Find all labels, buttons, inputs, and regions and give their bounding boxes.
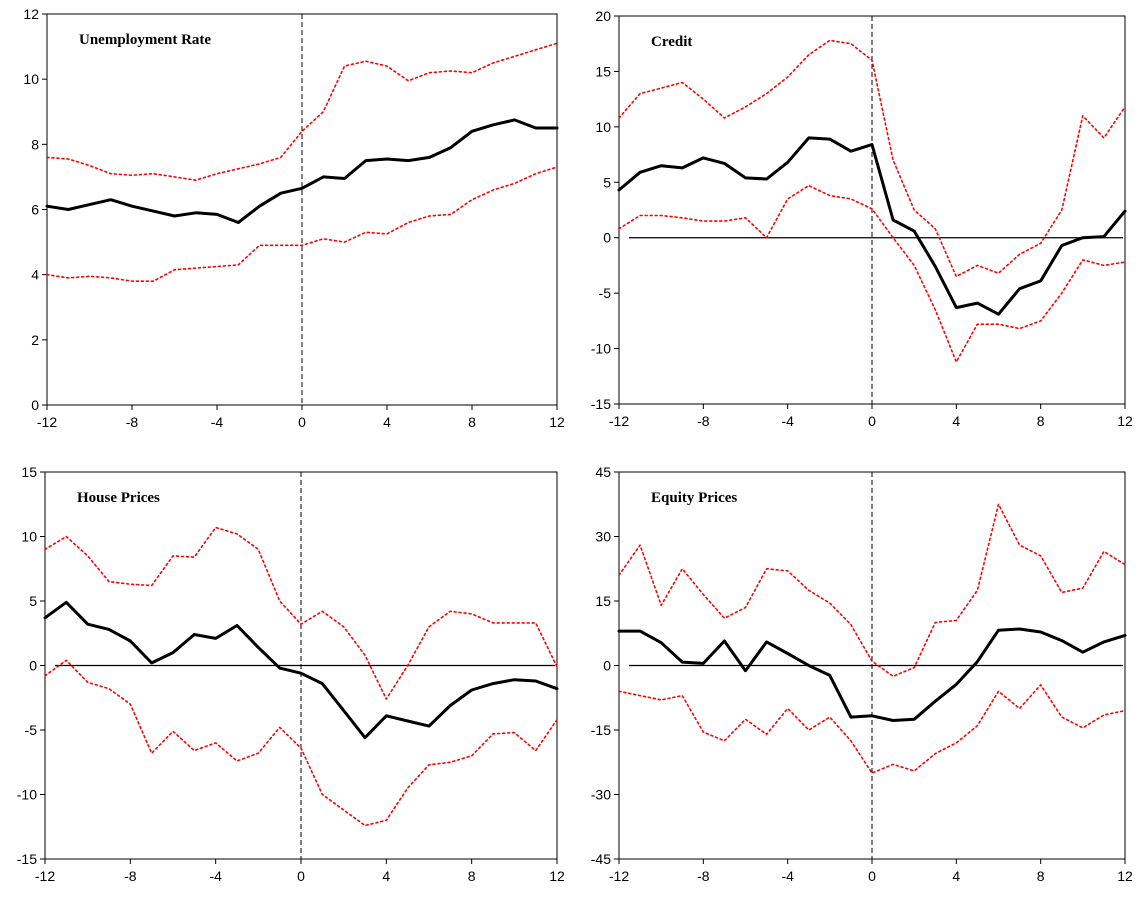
- y-tick-label: -5: [25, 722, 38, 738]
- series-estimate: [617, 136, 1127, 316]
- x-tick-label: -12: [609, 868, 629, 884]
- x-tick-label: 0: [868, 413, 876, 429]
- x-tick-label: -8: [697, 413, 710, 429]
- y-tick-label: 15: [21, 464, 37, 480]
- y-tick-label: 5: [29, 593, 37, 609]
- y-tick-label: 15: [595, 593, 611, 609]
- x-tick-label: 12: [1117, 413, 1133, 429]
- series-lower-band: [46, 166, 558, 283]
- x-tick-label: 4: [952, 413, 960, 429]
- series-estimate: [43, 600, 559, 740]
- series-lower-band: [618, 684, 1126, 774]
- y-tick-label: 4: [31, 267, 39, 283]
- x-tick-label: 4: [382, 868, 390, 884]
- x-tick-label: -8: [126, 414, 139, 430]
- y-tick-label: 10: [23, 71, 39, 87]
- panel-title: Credit: [651, 34, 692, 50]
- y-tick-label: 8: [31, 136, 39, 152]
- series-lower-band: [618, 184, 1126, 363]
- x-tick-label: 12: [549, 414, 565, 430]
- series-upper-band: [618, 39, 1126, 278]
- y-tick-label: -15: [17, 851, 37, 867]
- series-upper-band: [44, 526, 558, 700]
- y-tick-label: 30: [595, 529, 611, 545]
- x-tick-label: -12: [37, 414, 57, 430]
- y-tick-label: -15: [591, 722, 611, 738]
- x-tick-label: 8: [468, 868, 476, 884]
- x-tick-label: 8: [1037, 868, 1045, 884]
- x-tick-label: -12: [609, 413, 629, 429]
- x-tick-label: 12: [549, 868, 565, 884]
- series-lower-band: [44, 659, 558, 827]
- y-tick-label: -15: [591, 396, 611, 412]
- y-tick-label: -45: [591, 851, 611, 867]
- x-tick-label: -4: [781, 868, 794, 884]
- series-upper-band: [618, 503, 1126, 678]
- y-tick-label: 0: [603, 230, 611, 246]
- x-tick-label: 0: [297, 868, 305, 884]
- panel-equity-prices: -45 -30 -15 0 15 30 45 -12 -8 -4 0 4 8 12 Equity Price…: [591, 464, 1133, 884]
- y-tick-label: 45: [595, 464, 611, 480]
- x-tick-label: -4: [211, 414, 224, 430]
- x-tick-label: 0: [868, 868, 876, 884]
- y-tick-label: -10: [17, 787, 37, 803]
- series-estimate: [617, 627, 1127, 722]
- x-tick-label: -12: [35, 868, 55, 884]
- x-tick-label: -8: [124, 868, 137, 884]
- panel-house-prices: -15 -10 -5 0 5 10 15 -12 -8 -4 0 4 8 12 House Prices: [17, 464, 565, 884]
- x-tick-label: 8: [468, 414, 476, 430]
- panel-title: House Prices: [77, 490, 160, 506]
- y-tick-label: 10: [21, 529, 37, 545]
- panel-title: Equity Prices: [651, 490, 737, 506]
- y-tick-label: 12: [23, 6, 39, 22]
- y-tick-label: 15: [595, 63, 611, 79]
- panel-credit: -15 -10 -5 0 5 10 15 20 -12 -8 -4 0 4 8 12 Credit: [591, 8, 1133, 429]
- y-tick-label: 5: [603, 174, 611, 190]
- y-tick-label: 20: [595, 8, 611, 24]
- x-tick-label: -4: [209, 868, 222, 884]
- x-tick-label: -4: [781, 413, 794, 429]
- x-tick-label: 0: [298, 414, 306, 430]
- y-tick-label: 10: [595, 119, 611, 135]
- series-upper-band: [46, 42, 558, 181]
- panel-title: Unemployment Rate: [79, 32, 211, 48]
- y-tick-label: 6: [31, 202, 39, 218]
- y-tick-label: -5: [599, 285, 612, 301]
- panel-unemployment-rate: 0 2 4 6 8 10 12 -12 -8 -4 0 4 8 12 Unemployment Rate: [23, 6, 565, 430]
- x-tick-label: 4: [952, 868, 960, 884]
- x-tick-label: -8: [697, 868, 710, 884]
- y-tick-label: 0: [31, 397, 39, 413]
- x-tick-label: 8: [1037, 413, 1045, 429]
- y-tick-label: 2: [31, 332, 39, 348]
- y-tick-label: -10: [591, 341, 611, 357]
- x-tick-label: 4: [383, 414, 391, 430]
- y-tick-label: 0: [29, 658, 37, 674]
- y-tick-label: 0: [603, 658, 611, 674]
- series-estimate: [45, 118, 559, 224]
- y-tick-label: -30: [591, 787, 611, 803]
- x-tick-label: 12: [1117, 868, 1133, 884]
